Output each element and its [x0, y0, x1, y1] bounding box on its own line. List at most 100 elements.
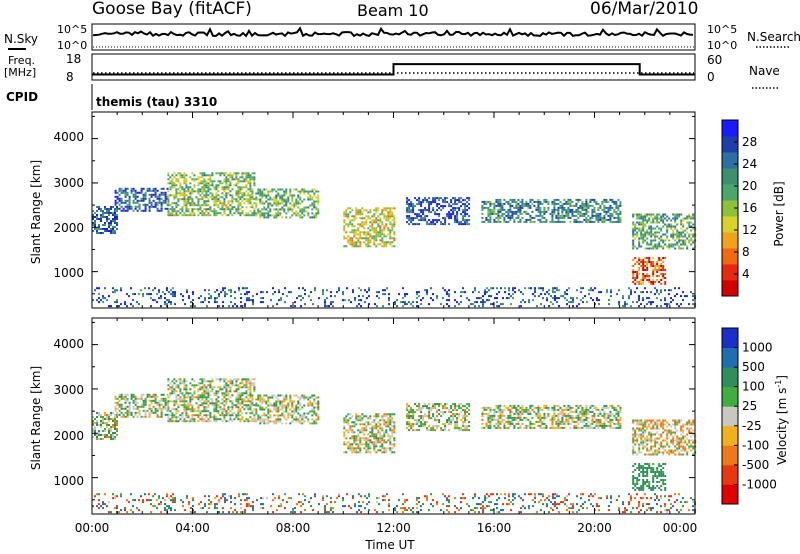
velocity-echo-cell	[185, 412, 188, 415]
power-echo-cell	[281, 196, 284, 199]
power-echo-cell	[674, 227, 677, 230]
velocity-echo-cell	[365, 429, 368, 432]
power-echo-cell	[156, 209, 159, 212]
velocity-echo-cell	[237, 388, 240, 391]
power-echo-cell	[688, 303, 690, 306]
power-echo-cell	[381, 233, 384, 236]
velocity-echo-cell	[393, 427, 396, 430]
power-echo-cell	[140, 187, 143, 190]
power-echo-cell	[605, 212, 608, 215]
velocity-echo-cell	[460, 407, 463, 410]
power-echo-cell	[468, 199, 471, 202]
power-echo-cell	[538, 287, 540, 290]
power-echo-cell	[365, 239, 368, 242]
velocity-echo-cell	[223, 410, 226, 413]
power-echo-cell	[237, 188, 240, 191]
velocity-echo-cell	[317, 406, 320, 409]
power-echo-cell	[184, 303, 186, 306]
velocity-echo-cell	[297, 400, 300, 403]
velocity-echo-cell	[171, 418, 174, 421]
power-echo-cell	[523, 210, 526, 213]
velocity-echo-cell	[299, 404, 302, 407]
velocity-echo-cell	[428, 417, 431, 420]
power-echo-cell	[98, 301, 100, 304]
velocity-echo-cell	[315, 402, 318, 405]
velocity-echo-cell	[383, 413, 386, 416]
velocity-echo-cell	[116, 403, 119, 406]
power-echo-cell	[502, 303, 504, 306]
power-echo-cell	[247, 174, 250, 177]
power-echo-cell	[670, 243, 673, 246]
velocity-echo-cell	[283, 404, 286, 407]
velocity-echo-cell	[277, 400, 280, 403]
power-echo-cell	[237, 210, 240, 213]
velocity-echo-cell	[499, 404, 502, 407]
power-echo-cell	[267, 216, 270, 219]
power-echo-cell	[206, 305, 208, 308]
velocity-echo-cell	[225, 410, 228, 413]
power-echo-cell	[462, 217, 465, 220]
velocity-echo-cell	[207, 406, 210, 409]
velocity-echo-cell	[343, 431, 346, 434]
power-echo-cell	[385, 241, 388, 244]
power-echo-cell	[432, 221, 435, 224]
power-echo-cell	[349, 211, 352, 214]
power-echo-cell	[648, 219, 651, 222]
velocity-echo-cell	[410, 409, 413, 412]
power-echo-cell	[371, 219, 374, 222]
power-echo-cell	[177, 204, 180, 207]
velocity-echo-cell	[231, 404, 234, 407]
velocity-echo-cell	[464, 411, 467, 414]
power-echo-cell	[284, 301, 286, 304]
power-echo-cell	[183, 178, 186, 181]
power-echo-cell	[553, 208, 556, 211]
power-echo-cell	[385, 207, 388, 210]
velocity-echo-cell	[343, 427, 346, 430]
velocity-echo-cell	[509, 416, 512, 419]
power-echo-cell	[575, 204, 578, 207]
power-echo-cell	[160, 203, 163, 206]
velocity-echo-cell	[444, 429, 447, 432]
power-echo-cell	[217, 212, 220, 215]
velocity-echo-cell	[203, 414, 206, 417]
velocity-echo-cell	[110, 428, 112, 430]
velocity-echo-cell	[428, 425, 431, 428]
velocity-echo-cell	[253, 418, 256, 421]
power-echo-cell	[599, 204, 602, 207]
velocity-echo-cell	[116, 420, 118, 422]
velocity-echo-cell	[309, 400, 312, 403]
velocity-echo-cell	[221, 398, 224, 401]
velocity-echo-cell	[179, 390, 182, 393]
power-echo-cell	[636, 287, 638, 290]
velocity-echo-cell	[379, 431, 382, 434]
power-echo-cell	[347, 223, 350, 226]
power-echo-cell	[559, 214, 562, 217]
velocity-echo-cell	[353, 421, 356, 424]
velocity-echo-cell	[485, 406, 488, 409]
velocity-echo-cell	[104, 428, 106, 430]
power-echo-cell	[410, 219, 413, 222]
power-echo-cell	[232, 305, 234, 308]
power-echo-cell	[587, 206, 590, 209]
power-echo-cell	[225, 180, 228, 183]
velocity-echo-cell	[513, 412, 516, 415]
power-echo-cell	[197, 190, 200, 193]
power-echo-cell	[547, 206, 550, 209]
velocity-echo-cell	[239, 404, 242, 407]
power-echo-cell	[515, 206, 518, 209]
velocity-echo-cell	[92, 416, 94, 418]
power-echo-cell	[656, 279, 659, 281]
power-echo-cell	[650, 239, 653, 242]
velocity-echo-cell	[379, 419, 382, 422]
power-echo-cell	[92, 222, 94, 224]
power-echo-cell	[235, 172, 238, 175]
velocity-echo-cell	[450, 405, 453, 408]
power-echo-cell	[359, 225, 362, 228]
power-echo-cell	[251, 204, 254, 207]
power-echo-cell	[207, 194, 210, 197]
power-echo-cell	[606, 289, 608, 292]
velocity-echo-cell	[450, 411, 453, 414]
power-echo-cell	[596, 299, 598, 302]
power-echo-cell	[646, 241, 649, 244]
velocity-echo-cell	[363, 439, 366, 442]
